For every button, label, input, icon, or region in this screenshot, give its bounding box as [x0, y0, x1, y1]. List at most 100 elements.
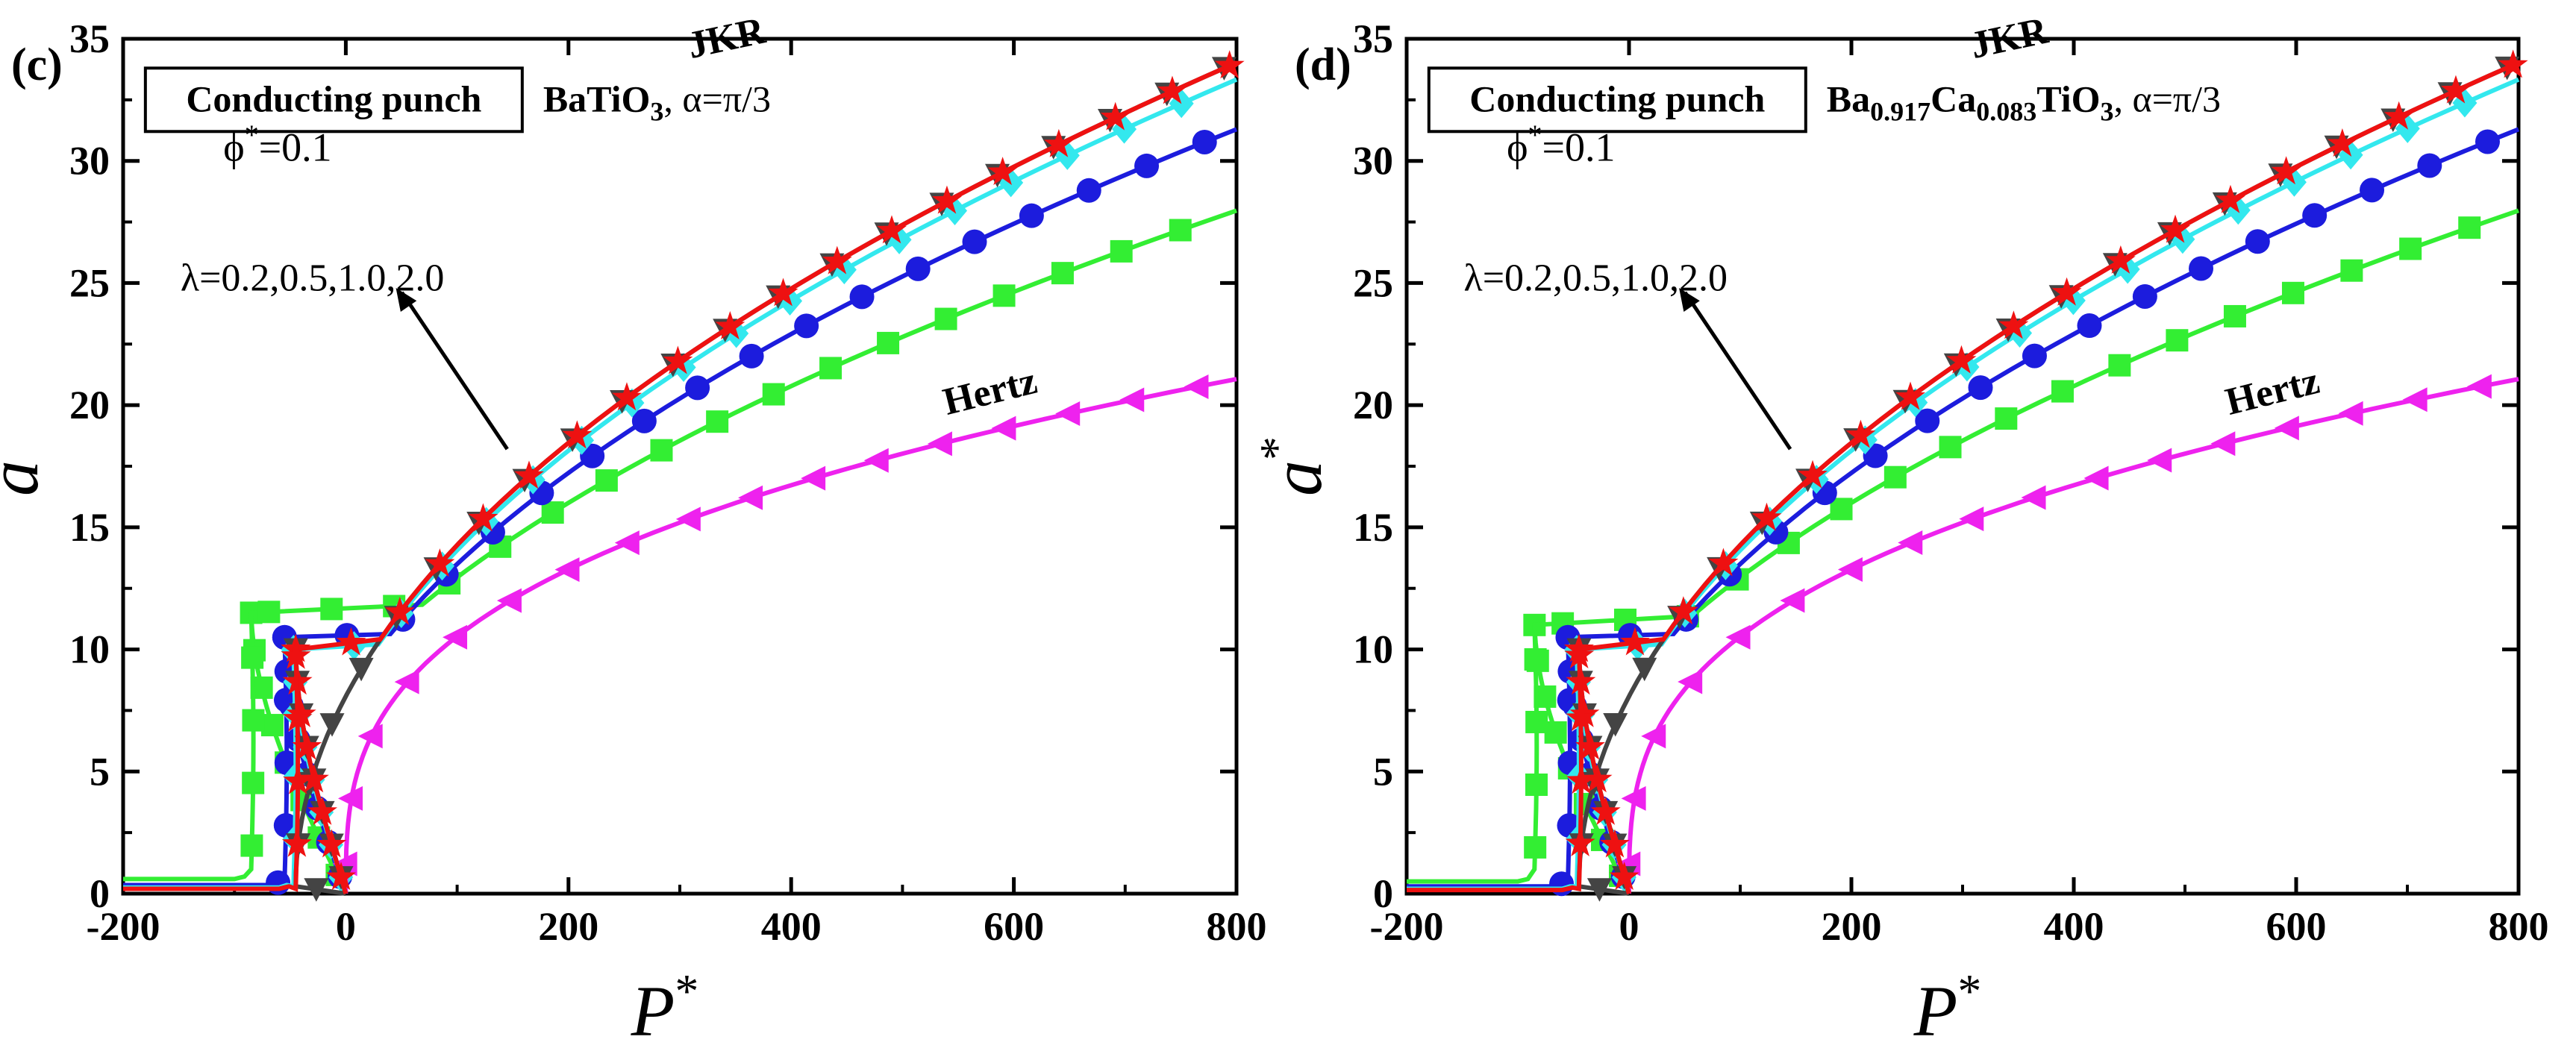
data-point-star [336, 627, 366, 656]
data-point-square [706, 410, 729, 433]
x-tick-label: 800 [1207, 904, 1267, 949]
material-suffix: , α=π/3 [663, 78, 771, 119]
data-point-star [768, 277, 798, 307]
chart-panel-c: -200020040060080005101520253035P*a*(c)Co… [0, 9, 1267, 1051]
data-point-star [1708, 548, 1739, 577]
jkr-label: JKR [684, 9, 770, 67]
y-tick-label: 10 [69, 627, 110, 672]
legend-box [1427, 66, 1807, 134]
data-point-triangle-left [1184, 374, 1209, 399]
data-point-star [1845, 419, 1876, 448]
data-point-triangle-left [2466, 374, 2492, 399]
data-point-star [1043, 128, 1074, 157]
material-suffix: , α=π/3 [2114, 78, 2222, 119]
data-point-star [877, 215, 907, 244]
data-point-square [1169, 219, 1192, 242]
data-point-star [2271, 156, 2301, 185]
data-point-square [1525, 773, 1548, 796]
x-tick-label: -200 [1370, 904, 1444, 949]
data-point-circle [266, 870, 291, 895]
data-point-triangle-left [1119, 387, 1145, 413]
data-point-triangle-left [2083, 465, 2109, 491]
data-point-square [2051, 380, 2074, 403]
lambda-annotation: λ=0.2,0.5,1.0,2.0 [181, 257, 445, 299]
data-point-star [326, 862, 357, 891]
data-point-star [2440, 75, 2471, 104]
data-point-star [663, 345, 693, 374]
data-point-triangle-down [319, 713, 345, 737]
data-point-circle [1192, 129, 1217, 154]
panel-label: (c) [11, 40, 63, 90]
data-point-star [1582, 764, 1613, 793]
data-point-star [2051, 277, 2082, 306]
data-point-square [1525, 710, 1548, 733]
data-point-star [298, 764, 329, 793]
x-tick-label: 400 [761, 904, 822, 949]
data-point-square [1110, 239, 1133, 263]
material-part: TiO [2036, 78, 2100, 119]
data-point-star [425, 548, 455, 577]
data-point-star [1100, 101, 1131, 131]
data-point-square [762, 383, 785, 406]
data-point-star [2383, 101, 2414, 130]
data-point-triangle-left [1621, 785, 1646, 811]
data-point-triangle-left [1678, 669, 1703, 694]
phi-value: =0.1 [1542, 125, 1616, 170]
data-point-star [987, 157, 1018, 186]
data-point-square [1524, 647, 1547, 671]
y-tick-label: 20 [1353, 383, 1393, 427]
data-point-circle [685, 375, 710, 401]
hertz-label: Hertz [939, 360, 1041, 424]
data-point-circle [2189, 256, 2214, 281]
data-point-square [240, 834, 263, 857]
data-point-star [611, 382, 642, 411]
legend-box-label: Conducting punch [186, 78, 481, 119]
legend-box-label: Conducting punch [1469, 78, 1765, 119]
data-point-star [292, 731, 322, 760]
series---2-0 [123, 50, 1245, 894]
x-tick-label: 200 [538, 904, 598, 949]
data-point-square [595, 469, 618, 492]
data-point-square [242, 771, 265, 794]
data-point-square [2399, 237, 2422, 260]
lambda-arrow-line [1683, 291, 1792, 451]
data-point-star [1565, 827, 1595, 856]
x-tick-label: 200 [1822, 904, 1882, 949]
series---1-0 [123, 77, 1238, 894]
x-tick-label: 800 [2489, 904, 2549, 949]
y-tick-label: 25 [1353, 260, 1393, 305]
data-point-triangle-left [2338, 401, 2363, 426]
material-base: BaTiO [543, 78, 651, 119]
series-hertz [332, 374, 1237, 894]
data-point-triangle-down [1632, 657, 1657, 682]
data-point-square [241, 646, 264, 669]
data-point-star [1798, 460, 1828, 489]
data-point-triangle-left [2147, 448, 2172, 473]
data-point-star [1569, 698, 1600, 727]
data-point-square [1051, 262, 1074, 285]
data-point-star [2327, 128, 2357, 157]
data-point-star [1619, 627, 1650, 656]
x-axis-label-sup: * [1957, 965, 1981, 1017]
data-point-triangle-left [1641, 724, 1666, 749]
data-point-star [1157, 75, 1187, 104]
data-point-circle [2132, 284, 2157, 310]
data-point-star [1566, 702, 1596, 731]
series-line [123, 60, 1238, 892]
data-point-triangle-left [2210, 431, 2236, 457]
lambda-arrow-head [396, 287, 417, 313]
data-point-square [1830, 498, 1853, 521]
data-point-triangle-left [927, 431, 952, 457]
data-point-star [1895, 381, 1926, 410]
data-point-triangle-left [496, 588, 522, 613]
data-point-square [242, 709, 265, 732]
x-tick-label: 0 [336, 904, 356, 949]
data-point-triangle-left [1898, 530, 1923, 555]
data-point-square [1524, 835, 1547, 859]
data-point-circle [2360, 178, 2385, 203]
y-tick-label: 30 [69, 139, 110, 184]
data-point-triangle-left [394, 669, 419, 694]
data-point-circle [2022, 343, 2047, 369]
y-axis-label-main: a [0, 460, 53, 496]
data-point-circle [2417, 153, 2442, 178]
